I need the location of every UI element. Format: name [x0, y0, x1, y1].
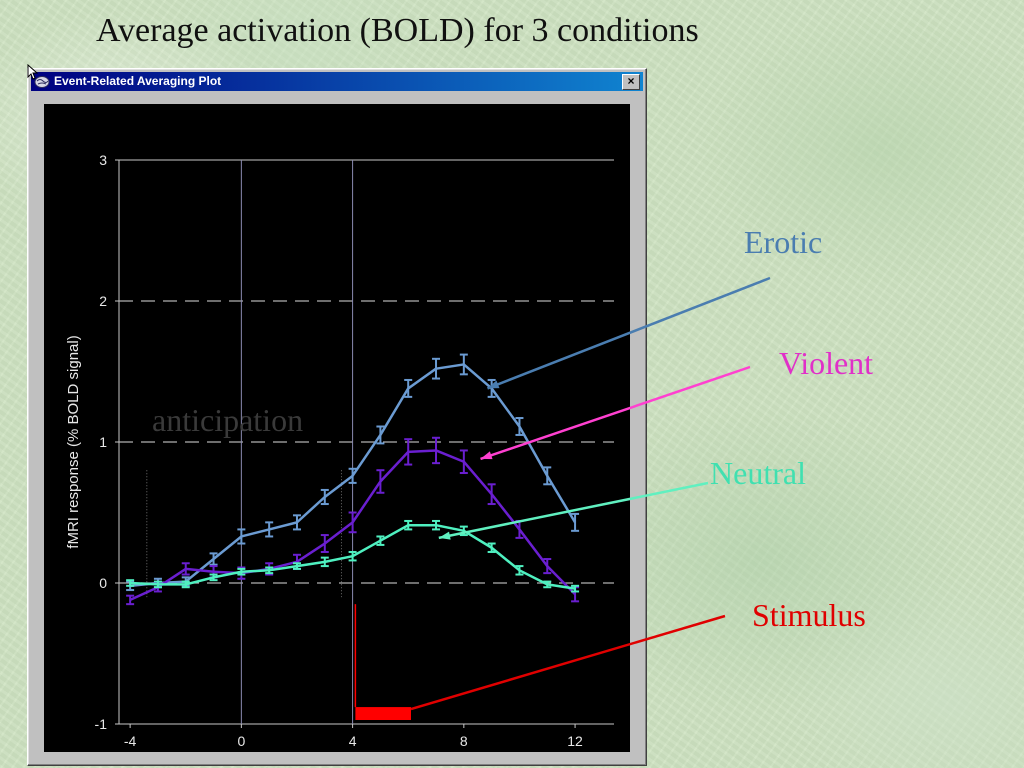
slide-title: Average activation (BOLD) for 3 conditio… [96, 12, 699, 49]
error-bar-violent [181, 562, 190, 576]
error-bar-erotic [571, 512, 580, 532]
error-bar-erotic [292, 514, 301, 531]
error-bar-erotic [348, 467, 357, 484]
close-button[interactable]: × [622, 74, 640, 90]
error-bar-erotic [543, 466, 552, 486]
error-bar-erotic [432, 357, 441, 380]
error-bar-neutral [292, 562, 301, 570]
stimulus-pointer-line [410, 614, 726, 711]
error-bar-violent [376, 469, 385, 494]
y-axis-label: fMRI response (% BOLD signal) [65, 335, 82, 548]
neutral-arrow [438, 481, 709, 540]
neutral-arrow-head [438, 531, 451, 540]
plot-window: Event-Related Averaging Plot × -1 0 1 2 3 -4 0… [27, 68, 647, 766]
error-bar-neutral [404, 519, 413, 531]
error-bar-violent [432, 436, 441, 465]
error-bar-violent [320, 534, 329, 553]
x-tick-label: 8 [460, 733, 468, 749]
error-bar-violent [348, 511, 357, 534]
y-tick-label: 3 [99, 152, 107, 168]
x-tick-label: 0 [237, 733, 245, 749]
error-bar-neutral [237, 567, 246, 576]
error-bar-erotic [320, 488, 329, 506]
error-bar-violent [487, 483, 496, 506]
violent-label: Violent [779, 345, 874, 381]
brain-app-icon [34, 76, 50, 88]
error-bar-neutral [153, 580, 162, 589]
window-title: Event-Related Averaging Plot [54, 74, 222, 88]
stimulus-label: Stimulus [752, 597, 866, 633]
error-bar-erotic [404, 378, 413, 398]
error-bar-neutral [320, 556, 329, 568]
error-bar-neutral [265, 566, 274, 575]
error-bar-neutral [181, 580, 190, 589]
error-bar-erotic [515, 417, 524, 436]
error-bar-erotic [376, 425, 385, 445]
close-icon: × [627, 74, 635, 88]
error-bar-neutral [432, 519, 441, 531]
neutral-label: Neutral [710, 455, 806, 491]
error-bar-violent [543, 558, 552, 575]
error-bar-neutral [348, 550, 357, 562]
error-bar-erotic [209, 552, 218, 566]
x-tick-label: 12 [567, 733, 583, 749]
mouse-pointer-icon [27, 64, 39, 80]
error-bar-neutral [487, 542, 496, 553]
error-bar-erotic [265, 521, 274, 538]
y-tick-label: 1 [99, 434, 107, 450]
erotic-arrow-head [487, 380, 500, 389]
window-titlebar[interactable]: Event-Related Averaging Plot × [31, 72, 643, 91]
error-bar-erotic [459, 353, 468, 376]
anticipation-label: anticipation [152, 402, 304, 438]
y-tick-label: 0 [99, 575, 107, 591]
error-bar-neutral [126, 579, 135, 587]
x-tick-label: -4 [124, 733, 137, 749]
error-bar-neutral [543, 580, 552, 589]
error-bar-neutral [376, 535, 385, 546]
error-bar-neutral [209, 573, 218, 582]
error-bar-violent [404, 438, 413, 466]
y-tick-label: 2 [99, 293, 107, 309]
y-tick-label: -1 [95, 716, 108, 732]
error-bar-neutral [571, 584, 580, 593]
x-tick-label: 4 [349, 733, 357, 749]
error-bar-violent [459, 449, 468, 475]
violent-arrow-head [480, 451, 493, 460]
erotic-label: Erotic [744, 224, 823, 260]
stimulus-block [355, 707, 411, 720]
error-bar-erotic [237, 528, 246, 545]
error-bar-violent [126, 594, 135, 606]
error-bar-neutral [515, 565, 524, 576]
error-bar-erotic [487, 378, 496, 398]
violent-arrow [480, 365, 751, 461]
erotic-arrow [487, 276, 771, 390]
